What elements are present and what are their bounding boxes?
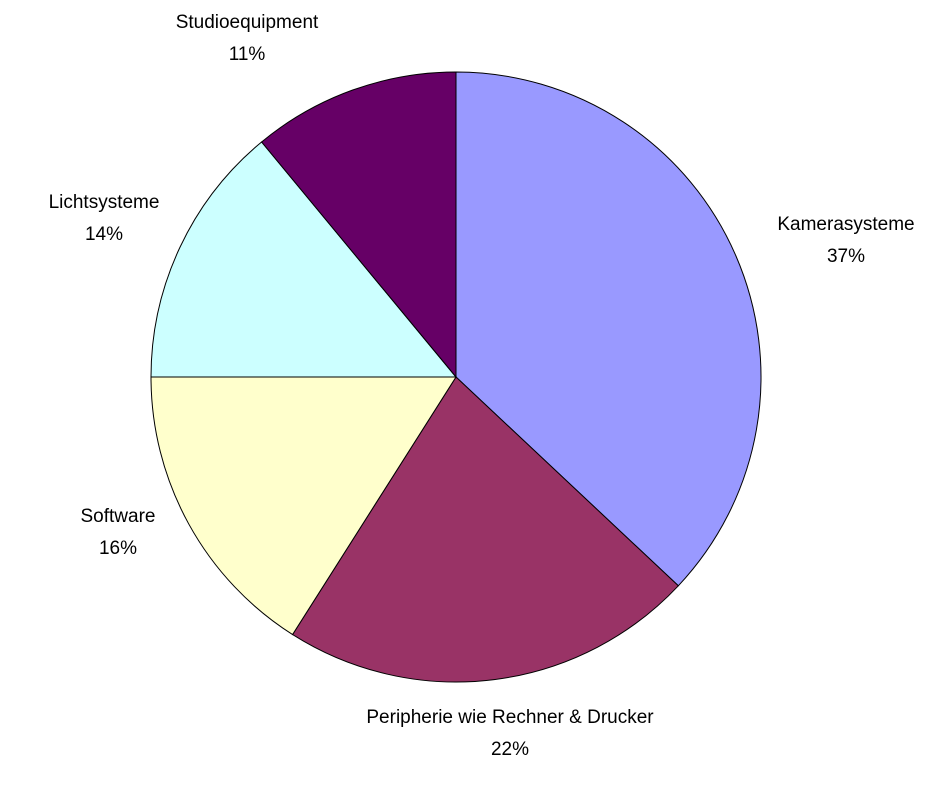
pie-slice — [291, 376, 680, 683]
pie-slice — [260, 71, 457, 379]
slice-label: Lichtsysteme 14% — [14, 187, 194, 251]
category-label: Peripherie wie Rechner & Drucker — [366, 707, 654, 728]
percent-label: 22% — [490, 739, 530, 760]
category-label: Studioequipment — [175, 12, 319, 33]
pie-slice — [150, 376, 457, 636]
percent-label: 16% — [98, 538, 138, 559]
slice-label: Peripherie wie Rechner & Drucker 22% — [350, 702, 670, 766]
pie-slice — [150, 141, 458, 378]
percent-label: 14% — [84, 224, 124, 245]
category-label: Software — [80, 506, 156, 527]
slice-label: Software 16% — [43, 501, 193, 565]
percent-label: 11% — [228, 44, 266, 65]
slice-label: Studioequipment 11% — [137, 7, 357, 71]
percent-label: 37% — [826, 246, 866, 267]
pie-slice — [455, 71, 762, 587]
category-label: Kamerasysteme — [777, 214, 915, 235]
slice-label: Kamerasysteme 37% — [736, 209, 947, 273]
category-label: Lichtsysteme — [48, 192, 160, 213]
